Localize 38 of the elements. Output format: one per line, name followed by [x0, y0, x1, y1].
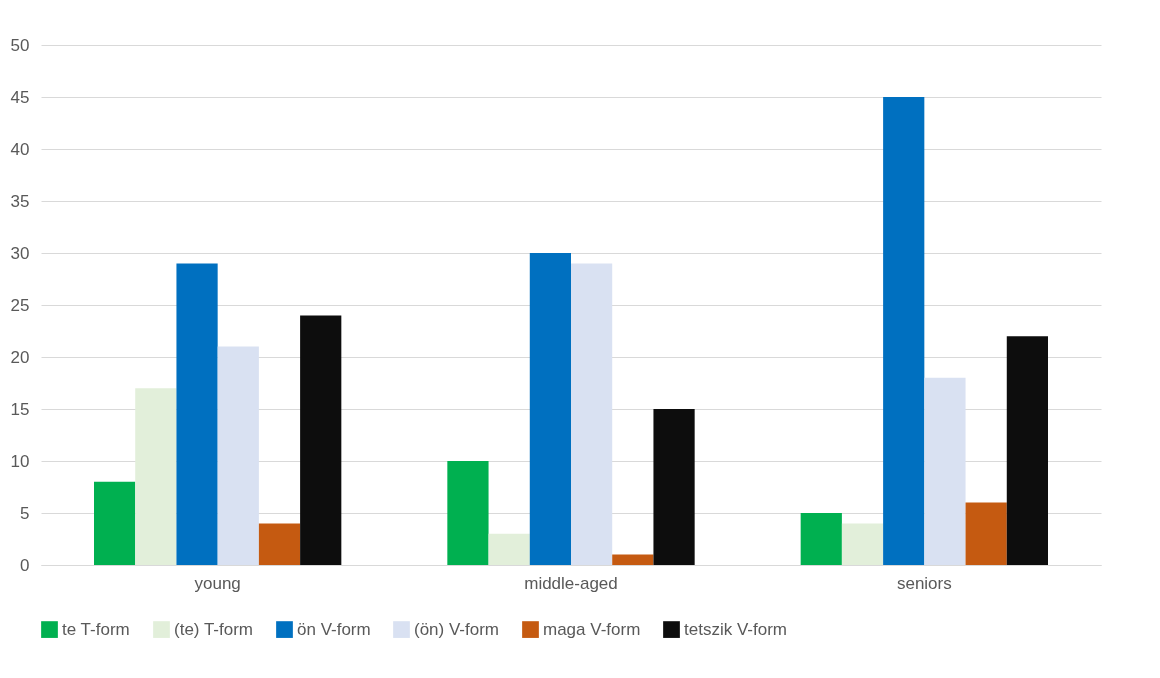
bar: [135, 388, 177, 565]
bar: [800, 513, 842, 565]
bar: [924, 377, 966, 565]
y-tick-label: 30: [10, 243, 30, 263]
y-tick-label: 40: [10, 139, 30, 159]
x-tick-label: young: [194, 573, 241, 593]
bar: [571, 263, 613, 565]
bar: [883, 97, 925, 565]
legend-label: (ön) V-form: [414, 619, 500, 639]
y-tick-label: 45: [10, 87, 30, 107]
y-tick-label: 15: [10, 399, 30, 419]
legend-label: maga V-form: [543, 619, 641, 639]
y-tick-label: 5: [20, 503, 30, 523]
x-tick-label: middle-aged: [524, 573, 618, 593]
y-tick-label: 20: [10, 347, 30, 367]
bar: [176, 263, 218, 565]
y-tick-label: 35: [10, 191, 30, 211]
bar: [612, 554, 654, 565]
bar: [94, 481, 136, 565]
bar: [1006, 336, 1048, 565]
x-tick-label: seniors: [896, 573, 952, 593]
bar: [841, 523, 884, 565]
bar: [653, 409, 695, 565]
legend-label: (te) T-form: [174, 619, 254, 639]
bar: [300, 315, 342, 565]
y-tick-label: 10: [10, 451, 30, 471]
bar: [447, 461, 489, 565]
y-tick-label: 25: [10, 295, 30, 315]
legend-label: te T-form: [62, 619, 130, 639]
bar: [529, 253, 571, 565]
bar: [965, 502, 1007, 565]
y-tick-label: 50: [10, 35, 30, 55]
bar: [258, 523, 301, 565]
y-tick-label: 0: [20, 555, 30, 575]
legend-label: tetszik V-form: [684, 619, 787, 639]
bar: [488, 533, 530, 565]
bar: [217, 346, 259, 565]
legend-label: ön V-form: [297, 619, 371, 639]
